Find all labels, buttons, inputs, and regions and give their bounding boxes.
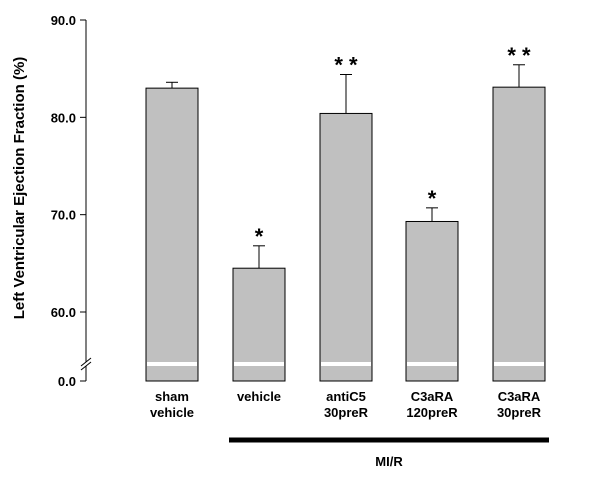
y-axis: 60.0 70.0 80.0 90.0 0.0	[51, 13, 92, 389]
category-label: 30preR	[324, 405, 369, 420]
bars-layer: * * * * * *	[145, 43, 546, 382]
group-label: MI/R	[375, 454, 403, 469]
significance-marker: *	[428, 186, 437, 211]
bar-break-gap	[321, 362, 371, 366]
y-axis-title: Left Ventricular Ejection Fraction (%)	[11, 57, 28, 320]
bar	[405, 220, 459, 382]
category-label: 30preR	[497, 405, 542, 420]
y-tick-label: 0.0	[58, 374, 76, 389]
y-tick-label: 90.0	[51, 13, 76, 28]
axis-break-mark	[80, 361, 92, 371]
bar-break-gap	[494, 362, 544, 366]
y-tick-label: 60.0	[51, 305, 76, 320]
category-label: vehicle	[237, 389, 281, 404]
bar-break-gap	[407, 362, 457, 366]
category-label: sham	[155, 389, 189, 404]
bar	[319, 112, 373, 382]
bar	[145, 87, 199, 382]
group-annotation: MI/R	[229, 437, 549, 469]
significance-marker: * *	[507, 43, 531, 68]
significance-marker: *	[255, 224, 264, 249]
significance-marker: * *	[334, 53, 358, 78]
category-label: C3aRA	[411, 389, 454, 404]
axis-break-mark	[80, 357, 92, 367]
bar-break-gap	[147, 362, 197, 366]
category-label: 120preR	[406, 405, 458, 420]
bar	[492, 86, 546, 382]
y-tick-label: 80.0	[51, 110, 76, 125]
category-label: vehicle	[150, 405, 194, 420]
category-label: C3aRA	[498, 389, 541, 404]
y-tick-label: 70.0	[51, 208, 76, 223]
bar-break-gap	[234, 362, 284, 366]
category-label: antiC5	[326, 389, 366, 404]
